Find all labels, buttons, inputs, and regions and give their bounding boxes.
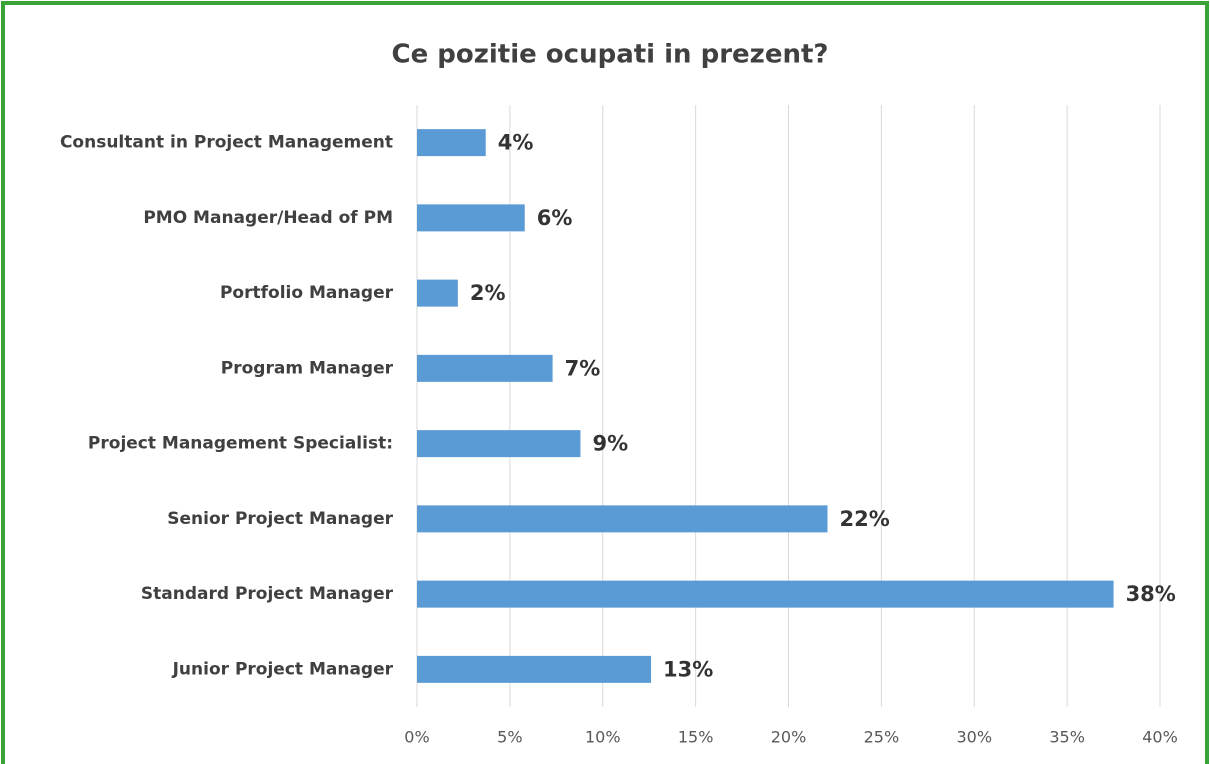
y-tick-label: Program Manager [221,358,394,378]
data-label: 22% [840,507,890,531]
data-label: 4% [498,131,534,155]
x-tick-label: 35% [1049,728,1085,747]
bar [417,580,1114,608]
data-label: 38% [1126,582,1176,606]
x-tick-label: 10% [585,728,621,747]
y-tick-label: Senior Project Manager [167,509,393,529]
bar [417,354,553,382]
y-tick-label: Project Management Specialist: [88,434,393,454]
data-label: 7% [565,356,601,380]
x-tick-label: 15% [678,728,714,747]
bar [417,655,652,683]
data-label: 2% [470,281,506,305]
x-tick-label: 20% [771,728,807,747]
y-tick-label: Junior Project Manager [172,659,394,679]
x-tick-label: 30% [956,728,992,747]
x-tick-label: 40% [1142,728,1178,747]
bar [417,129,486,157]
bar [417,505,828,533]
x-tick-label: 0% [404,728,429,747]
y-tick-label: PMO Manager/Head of PM [143,208,393,228]
bar [417,279,458,307]
x-tick-label: 5% [497,728,522,747]
data-label: 9% [592,432,628,456]
data-label: 13% [663,657,713,681]
bar [417,204,525,232]
bar [417,430,581,458]
chart-title: Ce pozitie ocupati in prezent? [392,40,829,70]
x-tick-label: 25% [864,728,900,747]
data-label: 6% [537,206,573,230]
y-tick-label: Standard Project Manager [141,584,394,604]
y-tick-label: Consultant in Project Management [60,133,393,153]
y-tick-label: Portfolio Manager [220,283,394,303]
